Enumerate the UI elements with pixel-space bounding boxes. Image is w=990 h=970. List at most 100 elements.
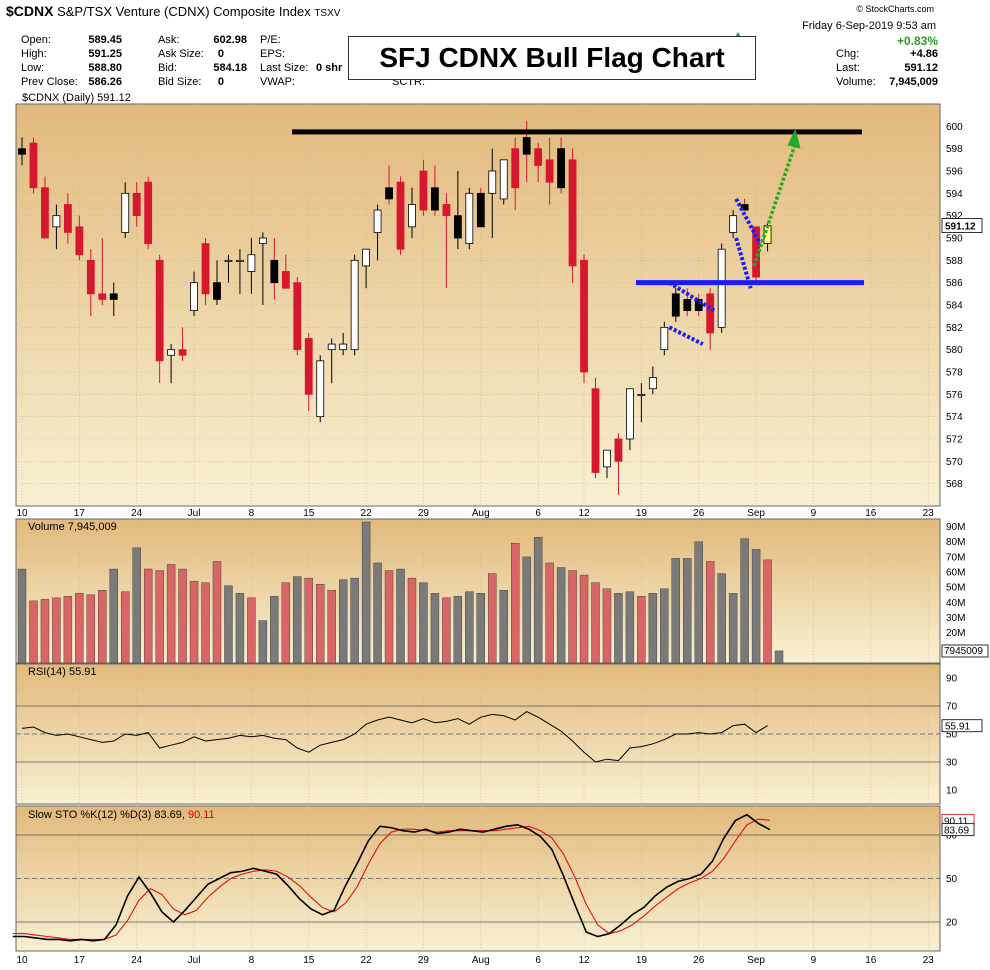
volume-bar xyxy=(155,570,164,664)
volume-bar xyxy=(476,593,485,664)
candle-body xyxy=(465,192,474,244)
candle-body xyxy=(373,209,382,233)
chart-annotation-title: SFJ CDNX Bull Flag Chart xyxy=(348,36,756,80)
x-tick-label-top: 10 xyxy=(16,508,28,519)
price-y-tick: 576 xyxy=(946,390,963,401)
price-candles xyxy=(18,120,772,495)
volume-bar xyxy=(660,588,669,664)
candle-body xyxy=(121,192,130,233)
volume-bar xyxy=(751,549,761,664)
x-tick-label-top: 17 xyxy=(74,508,86,519)
x-tick-label-top: 19 xyxy=(636,508,648,519)
volume-bar xyxy=(648,593,658,664)
volume-bar xyxy=(293,576,302,664)
candle-body xyxy=(63,204,72,233)
candle-body xyxy=(167,349,176,356)
volume-y-tick: 40M xyxy=(946,598,965,609)
candle-body xyxy=(281,271,290,289)
volume-bar xyxy=(728,593,738,664)
candle-body xyxy=(339,343,348,351)
volume-bar xyxy=(338,579,348,664)
projection-arrow-head xyxy=(787,128,801,149)
candle-body xyxy=(408,204,416,228)
candle-body xyxy=(637,393,646,396)
volume-y-tick: 50M xyxy=(946,583,965,594)
x-tick-label-top: 15 xyxy=(303,508,315,519)
candle-body xyxy=(270,259,279,284)
price-y-tick: 584 xyxy=(946,301,963,312)
high-label: High: xyxy=(21,48,47,60)
prev-close-label: Prev Close: xyxy=(21,76,78,88)
volume-bar xyxy=(17,568,27,664)
pe-label: P/E: xyxy=(260,34,281,46)
candle-body xyxy=(190,282,198,311)
x-tick-label-top: Jul xyxy=(188,508,201,519)
candle-body xyxy=(98,293,107,300)
volume-bar xyxy=(568,570,577,664)
volume-bar xyxy=(533,536,543,664)
candle-body xyxy=(258,237,267,244)
volume-bar xyxy=(774,650,784,664)
price-y-tick: 570 xyxy=(946,457,963,468)
date-stamp: Friday 6-Sep-2019 9:53 am xyxy=(802,20,936,32)
x-tick-label-bottom: 15 xyxy=(303,955,315,966)
prev-close-value: 586.26 xyxy=(88,76,122,88)
eps-label: EPS: xyxy=(260,48,286,60)
candle-body xyxy=(626,388,634,440)
volume-panel-title: Volume 7,945,009 xyxy=(28,521,117,533)
projection-arrow-line xyxy=(752,142,798,267)
candle-body xyxy=(304,338,313,395)
last-volume-label: 7945009 xyxy=(944,646,983,657)
candle-body xyxy=(419,170,428,211)
volume-bar xyxy=(316,583,325,664)
volume-bar xyxy=(614,593,623,664)
last-size-label: Last Size: xyxy=(260,62,309,74)
volume-bar xyxy=(258,620,268,664)
volume-y-tick: 90M xyxy=(946,522,965,533)
x-tick-label-bottom: 9 xyxy=(811,955,817,966)
volume-bar xyxy=(235,593,245,664)
sto-panel-title: Slow STO %K(12) %D(3) 83.69, 90.11 xyxy=(28,809,215,821)
volume-bar xyxy=(499,590,508,664)
volume-bar xyxy=(694,541,703,664)
bid-value: 584.18 xyxy=(213,62,247,74)
ask-size-value: 0 xyxy=(217,48,224,60)
candle-body xyxy=(488,170,497,194)
price-y-tick: 596 xyxy=(946,167,963,178)
volume-bar xyxy=(178,568,187,664)
volume-bar xyxy=(189,580,199,664)
x-tick-label-bottom: 6 xyxy=(535,955,541,966)
high-value: 591.25 xyxy=(88,48,122,60)
candle-body xyxy=(648,377,657,390)
volume-bar xyxy=(201,582,210,664)
volume-bar xyxy=(671,558,680,664)
volume-bar xyxy=(384,570,394,664)
candle-body xyxy=(293,282,302,351)
flag-upper-line-1 xyxy=(668,280,716,313)
volume-bar xyxy=(579,574,589,664)
volume-bar xyxy=(396,568,405,664)
x-tick-label-top: 9 xyxy=(811,508,817,519)
x-tick-label-bottom: 29 xyxy=(418,955,430,966)
open-value: 589.45 xyxy=(88,34,122,46)
candle-body xyxy=(132,192,141,217)
volume-bar xyxy=(86,594,96,664)
candle-body xyxy=(614,438,623,462)
volume-bar xyxy=(361,521,371,664)
price-y-tick: 590 xyxy=(946,234,963,245)
rsi-last-box xyxy=(941,719,983,733)
candle-body xyxy=(706,293,715,334)
sto-title-d-value: 90.11 xyxy=(188,809,215,821)
candle-body xyxy=(247,254,256,272)
price-y-tick: 568 xyxy=(946,479,963,490)
volume-bar xyxy=(717,573,726,664)
x-tick-label-bottom: 16 xyxy=(865,955,877,966)
volume-y-tick: 30M xyxy=(946,613,965,624)
sto-y-tick: 20 xyxy=(946,918,958,929)
watermark: © StockCharts.com xyxy=(856,4,934,14)
price-y-tick: 594 xyxy=(946,189,963,200)
candle-body xyxy=(109,293,118,300)
rsi-y-tick: 90 xyxy=(946,674,958,685)
volume-bar xyxy=(511,543,520,664)
volume-bar xyxy=(143,568,153,664)
